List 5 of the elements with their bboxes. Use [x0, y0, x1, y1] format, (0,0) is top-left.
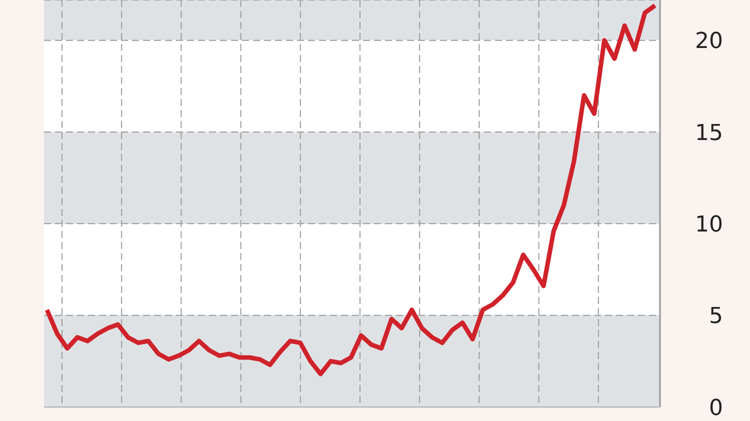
y-tick-label: 10	[695, 212, 723, 238]
y-tick-label: 20	[695, 29, 723, 54]
y-tick-label: 15	[695, 120, 723, 146]
y-tick-label: 5	[709, 304, 723, 330]
y-tick-label: 0	[709, 396, 723, 421]
